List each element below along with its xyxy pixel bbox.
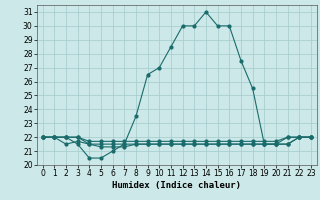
X-axis label: Humidex (Indice chaleur): Humidex (Indice chaleur) [112, 181, 241, 190]
